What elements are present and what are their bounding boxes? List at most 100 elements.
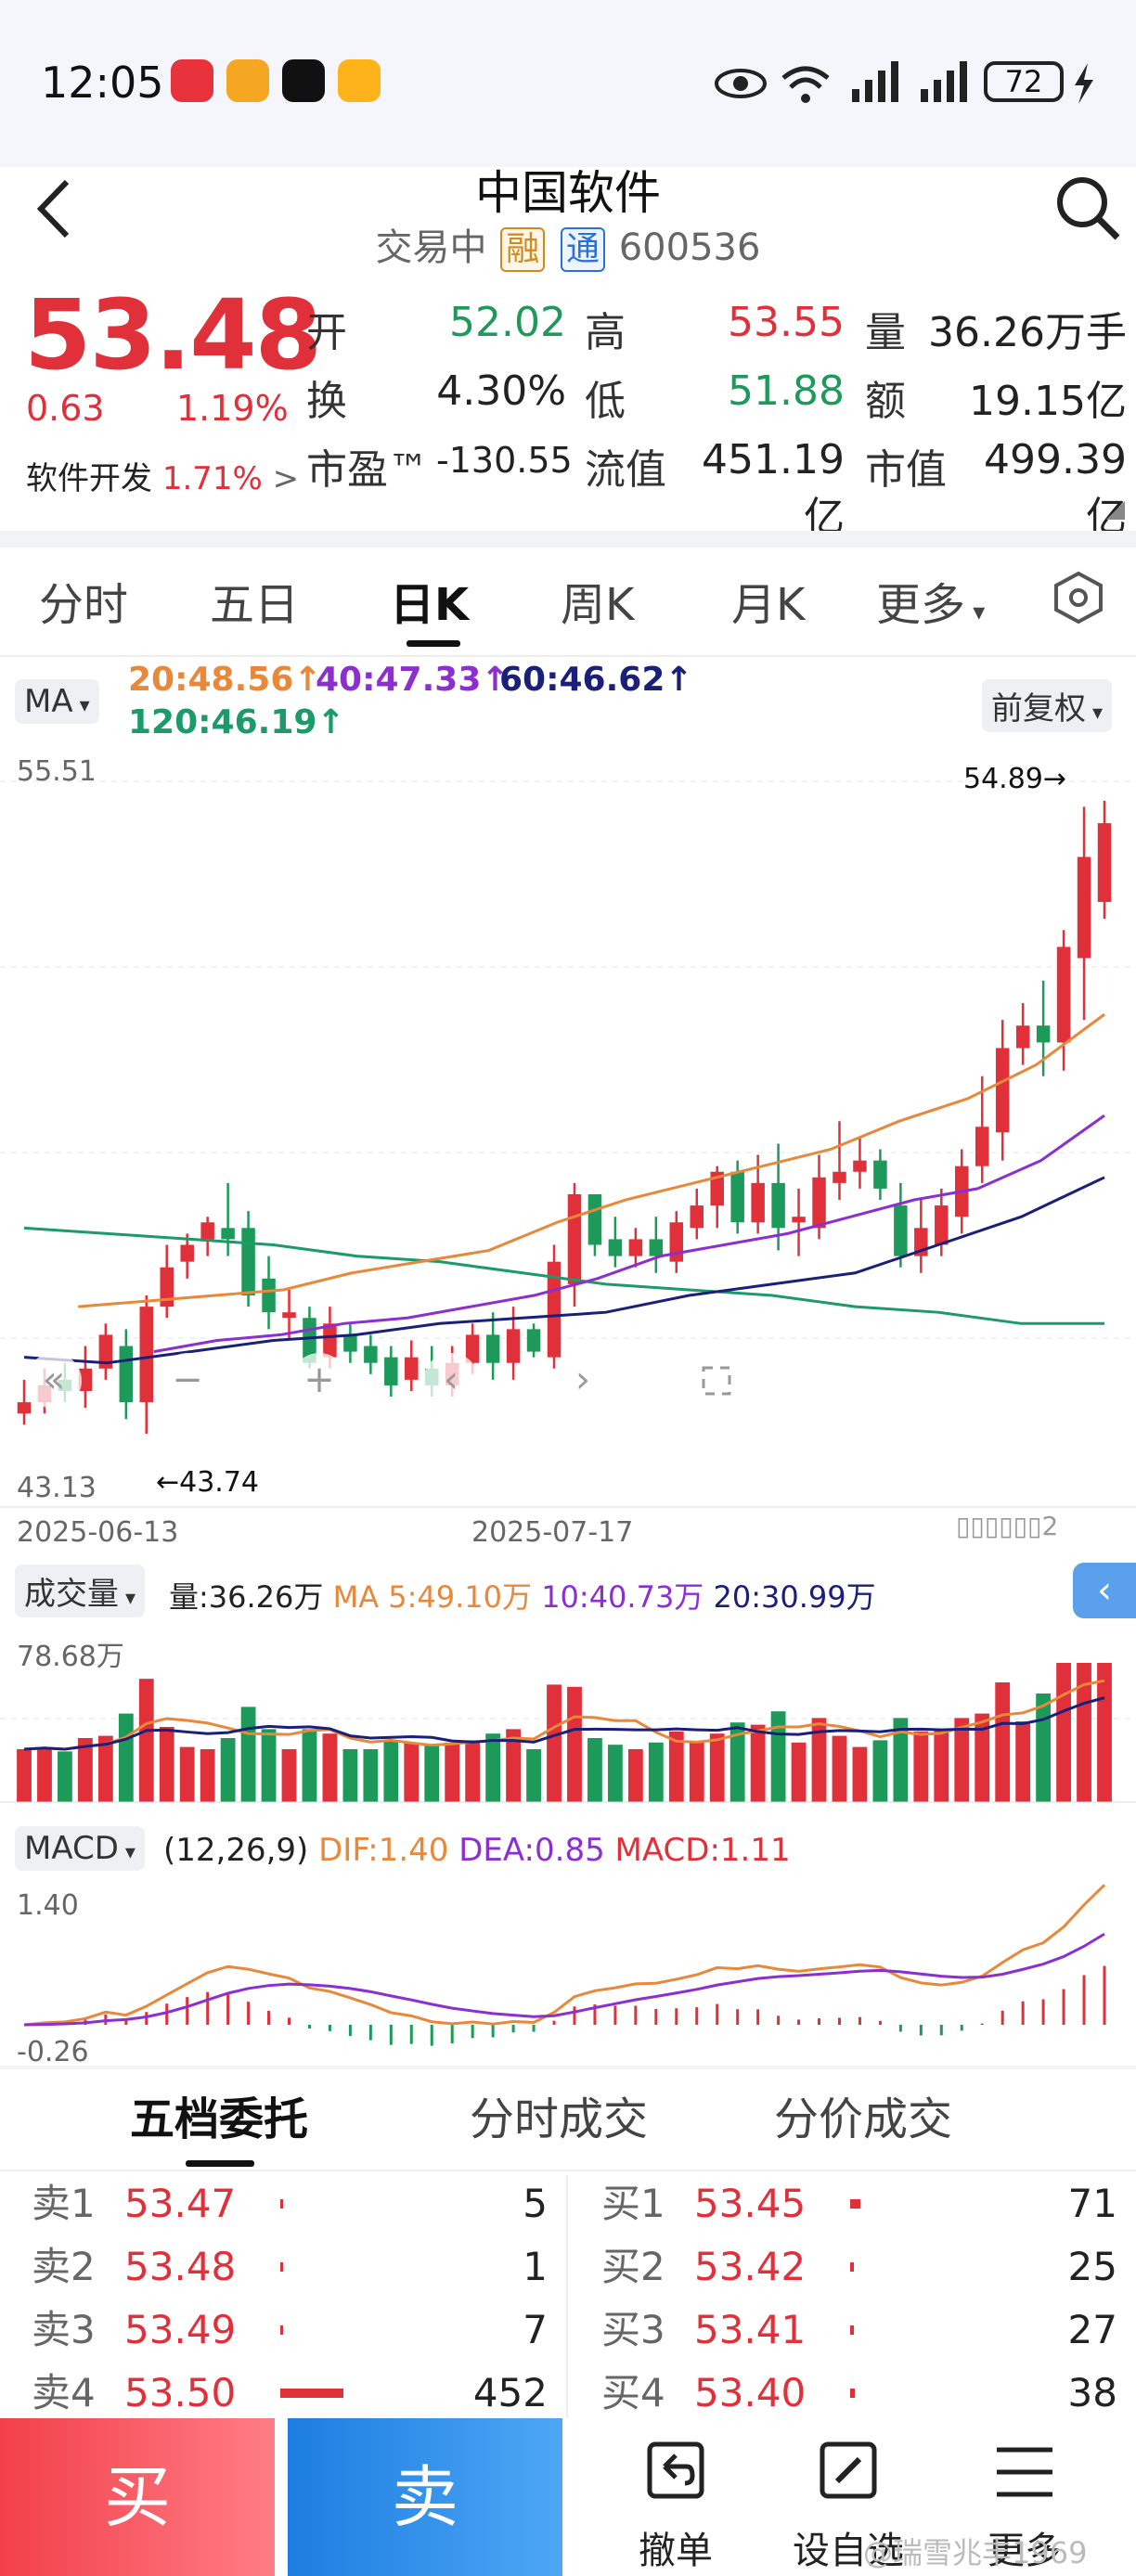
orderbook-separator: [0, 2170, 1136, 2171]
macd-selector[interactable]: MACD ▾: [15, 1826, 145, 1871]
volume-bar: [404, 1742, 420, 1802]
candle-body: [485, 1334, 500, 1363]
ma-selector[interactable]: MA ▾: [15, 679, 99, 724]
ask-row[interactable]: 卖4 53.50 452: [0, 2363, 566, 2424]
turnover-value: 4.30%: [436, 367, 566, 415]
huawei-mall-icon: [171, 59, 213, 102]
chart-controls: « − + ‹ › ▯▯▯▯▯▯2: [26, 1353, 1058, 1541]
volume-bar: [506, 1729, 522, 1802]
ma-lines: [23, 1012, 1105, 1365]
high-value: 53.55: [728, 299, 845, 346]
tab-separator: [0, 655, 1136, 657]
ask-row[interactable]: 卖1 53.47 5: [0, 2173, 566, 2235]
macd-bottom-label: -0.26: [17, 2036, 89, 2068]
candle-body: [690, 1205, 704, 1229]
tab-weekly-k[interactable]: 周K: [561, 579, 635, 631]
candle-body: [221, 1228, 235, 1240]
zoom-out-icon: −: [172, 1359, 203, 1401]
battery-level: 72: [984, 61, 1064, 102]
kline-chart[interactable]: « − + ‹ › ▯▯▯▯▯▯2: [0, 753, 1136, 1552]
volume-bar: [58, 1751, 72, 1802]
level-price: 53.41: [694, 2307, 807, 2352]
y-axis-top-label: 55.51: [17, 755, 97, 788]
fullscreen-icon: [702, 1366, 731, 1396]
volume-bar: [240, 1707, 256, 1802]
margin-tag: 融: [500, 227, 546, 272]
chart-grid: [0, 780, 1136, 1508]
undo-icon: [647, 2441, 704, 2499]
tab-five-day[interactable]: 五日: [210, 579, 300, 631]
more-button[interactable]: 更多: [932, 2418, 1117, 2576]
volume-bar: [200, 1749, 215, 1802]
volume-bar: [811, 1718, 827, 1802]
ask-row[interactable]: 卖3 53.49 7: [0, 2299, 566, 2361]
float-mcap-value: 451.19亿: [702, 436, 845, 541]
level-label: 卖4: [32, 2370, 96, 2415]
section-divider: [0, 2066, 1136, 2069]
adjust-selector[interactable]: 前复权 ▾: [982, 679, 1113, 732]
macd-dea: DEA:0.85: [458, 1832, 605, 1869]
level-volume-bar: [850, 2325, 855, 2335]
bid-row[interactable]: 买2 53.42 25: [570, 2236, 1136, 2298]
caret-down-icon: ▾: [72, 694, 90, 717]
tab-order-book[interactable]: 五档委托: [130, 2093, 309, 2145]
volume-ma20: 20:30.99万: [713, 1579, 876, 1615]
buy-button[interactable]: 买: [0, 2418, 275, 2576]
ask-row[interactable]: 卖2 53.48 1: [0, 2236, 566, 2298]
level-price: 53.50: [124, 2370, 237, 2415]
level-label: 卖3: [32, 2307, 96, 2352]
volume-bar: [668, 1731, 684, 1802]
section-divider: [0, 531, 1136, 547]
macd-params: (12,26,9): [163, 1832, 309, 1869]
volume-bar: [750, 1724, 766, 1802]
candle-body: [526, 1329, 541, 1352]
chevron-right-icon: >: [272, 460, 300, 497]
zoom-control-bg: [555, 1353, 611, 1409]
candle-body: [405, 1357, 419, 1380]
max-price-marker: 54.89→: [963, 763, 1067, 795]
sector-link[interactable]: 软件开发 1.71% >: [26, 453, 299, 498]
sell-button[interactable]: 卖: [288, 2418, 562, 2576]
tab-time-trades[interactable]: 分时成交: [470, 2093, 649, 2145]
add-watchlist-button[interactable]: 设自选: [755, 2418, 941, 2576]
bid-row[interactable]: 买1 53.45 71: [570, 2173, 1136, 2235]
tab-intraday[interactable]: 分时: [39, 579, 129, 631]
volume-bar: [138, 1679, 154, 1802]
level-volume-bar: [280, 2389, 343, 2398]
candle-body: [139, 1307, 154, 1403]
ma40-legend: 40:47.33↑: [316, 661, 510, 699]
tab-monthly-k[interactable]: 月K: [731, 579, 806, 631]
side-panel-toggle[interactable]: ‹: [1073, 1563, 1136, 1618]
volume-bar: [424, 1745, 440, 1802]
candle-body: [853, 1160, 867, 1172]
tab-price-trades[interactable]: 分价成交: [774, 2093, 953, 2145]
volume-selector[interactable]: 成交量 ▾: [15, 1565, 146, 1617]
cancel-order-button[interactable]: 撤单: [583, 2418, 768, 2576]
volume-bar: [261, 1729, 277, 1802]
expand-corner-icon[interactable]: [1106, 501, 1125, 520]
edit-icon: [820, 2441, 877, 2499]
back-arrow-icon[interactable]: [28, 176, 84, 241]
volume-bar: [383, 1740, 399, 1802]
level-quantity: 452: [472, 2370, 548, 2415]
search-icon[interactable]: [1051, 171, 1125, 245]
volume-bar: [118, 1713, 134, 1802]
bid-row[interactable]: 买3 53.41 27: [570, 2299, 1136, 2361]
caret-down-icon: ▾: [1086, 702, 1104, 725]
more-label: 更多: [988, 2530, 1062, 2572]
candle-body: [1077, 857, 1091, 959]
ma60-line: [23, 1176, 1105, 1365]
volume-bar: [709, 1733, 725, 1802]
settings-hexagon-icon[interactable]: [1051, 570, 1106, 625]
candle-body: [792, 1217, 806, 1223]
volume-bar: [302, 1729, 317, 1802]
level-volume-bar: [280, 2325, 283, 2335]
min-price-marker: ←43.74: [156, 1466, 260, 1499]
bid-row[interactable]: 买4 53.40 38: [570, 2363, 1136, 2424]
tab-daily-k[interactable]: 日K: [390, 579, 470, 631]
level-volume-bar: [280, 2199, 283, 2209]
tab-more[interactable]: 更多 ▾: [876, 568, 985, 633]
volume-bar: [363, 1749, 379, 1802]
volume-bar: [567, 1686, 582, 1802]
candle-body: [975, 1127, 989, 1166]
